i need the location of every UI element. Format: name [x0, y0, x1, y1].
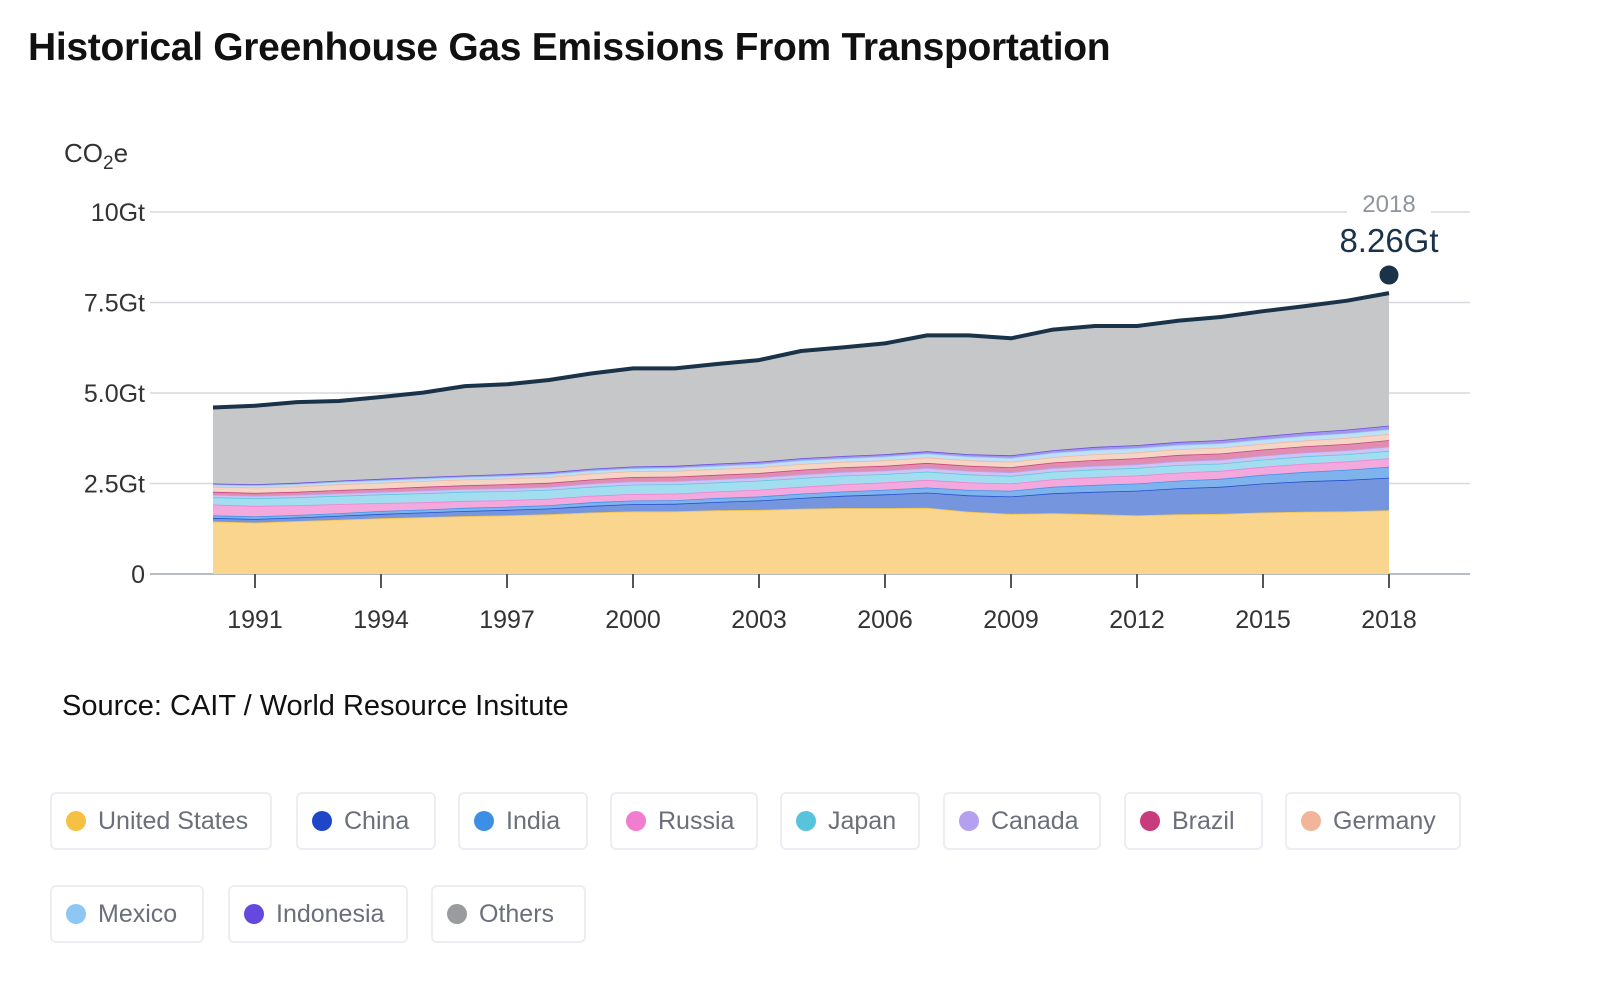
- y-tick-label: 0: [131, 561, 145, 589]
- legend-swatch: [959, 811, 979, 831]
- legend-label: Germany: [1333, 806, 1436, 835]
- x-tick-label: 2018: [1361, 606, 1417, 634]
- legend-swatch: [474, 811, 494, 831]
- callout-point: [1376, 262, 1402, 288]
- x-tick-label: 2012: [1109, 606, 1165, 634]
- y-tick-label: 10Gt: [91, 199, 145, 227]
- legend-swatch: [244, 904, 264, 924]
- legend-label: Japan: [828, 806, 897, 835]
- y-tick-label: 2.5Gt: [84, 471, 145, 499]
- legend-label: Others: [479, 899, 555, 928]
- legend-item-brazil[interactable]: Brazil: [1124, 792, 1263, 850]
- area-series-others: [213, 293, 1389, 485]
- legend-swatch: [312, 811, 332, 831]
- legend-swatch: [626, 811, 646, 831]
- callout-year-label: 2018: [1362, 191, 1415, 218]
- legend-label: Brazil: [1172, 806, 1235, 835]
- x-tick-label: 2000: [605, 606, 661, 634]
- legend-label: United States: [98, 806, 249, 835]
- source-note: Source: CAIT / World Resource Insitute: [62, 690, 569, 722]
- legend-item-india[interactable]: India: [458, 792, 588, 850]
- legend-swatch: [1140, 811, 1160, 831]
- x-tick-label: 1991: [227, 606, 283, 634]
- y-tick-label: 5.0Gt: [84, 380, 145, 408]
- legend-label: India: [506, 806, 561, 835]
- legend-item-canada[interactable]: Canada: [943, 792, 1101, 850]
- legend-swatch: [66, 904, 86, 924]
- x-tick-label: 1994: [353, 606, 409, 634]
- y-axis-unit-label: CO2e: [64, 138, 128, 174]
- legend-label: Mexico: [98, 899, 178, 928]
- total-emissions-line: [212, 291, 1390, 410]
- legend-item-china[interactable]: China: [296, 792, 436, 850]
- legend-item-mexico[interactable]: Mexico: [50, 885, 204, 943]
- legend-swatch: [796, 811, 816, 831]
- legend-item-indonesia[interactable]: Indonesia: [228, 885, 408, 943]
- legend-swatch: [447, 904, 467, 924]
- legend-item-japan[interactable]: Japan: [780, 792, 920, 850]
- callout-value-label: 8.26Gt: [1339, 222, 1438, 259]
- legend-label: Russia: [658, 806, 735, 835]
- legend-swatch: [66, 811, 86, 831]
- legend-item-others[interactable]: Others: [431, 885, 586, 943]
- x-tick-label: 1997: [479, 606, 535, 634]
- legend-label: China: [344, 806, 410, 835]
- legend-label: Indonesia: [276, 899, 385, 928]
- x-tick-label: 2003: [731, 606, 787, 634]
- legend-swatch: [1301, 811, 1321, 831]
- area-series-china: [213, 477, 1389, 523]
- chart-area: CO2e 0 2.5Gt 5.0Gt 7.5Gt 10Gt 1991 1994 1997 2000…: [64, 138, 1470, 634]
- legend-item-united-states[interactable]: United States: [50, 792, 272, 850]
- area-series-united-states: [213, 507, 1389, 574]
- x-tick-label: 2015: [1235, 606, 1291, 634]
- legend-label: Canada: [991, 806, 1079, 835]
- x-tick-label: 2009: [983, 606, 1039, 634]
- x-tick-label: 2006: [857, 606, 913, 634]
- legend-item-germany[interactable]: Germany: [1285, 792, 1461, 850]
- area-series-germany: [213, 433, 1389, 493]
- chart-title: Historical Greenhouse Gas Emissions From…: [28, 26, 1111, 69]
- y-tick-label: 7.5Gt: [84, 290, 145, 318]
- callout-background: [1347, 186, 1431, 220]
- legend-item-russia[interactable]: Russia: [610, 792, 758, 850]
